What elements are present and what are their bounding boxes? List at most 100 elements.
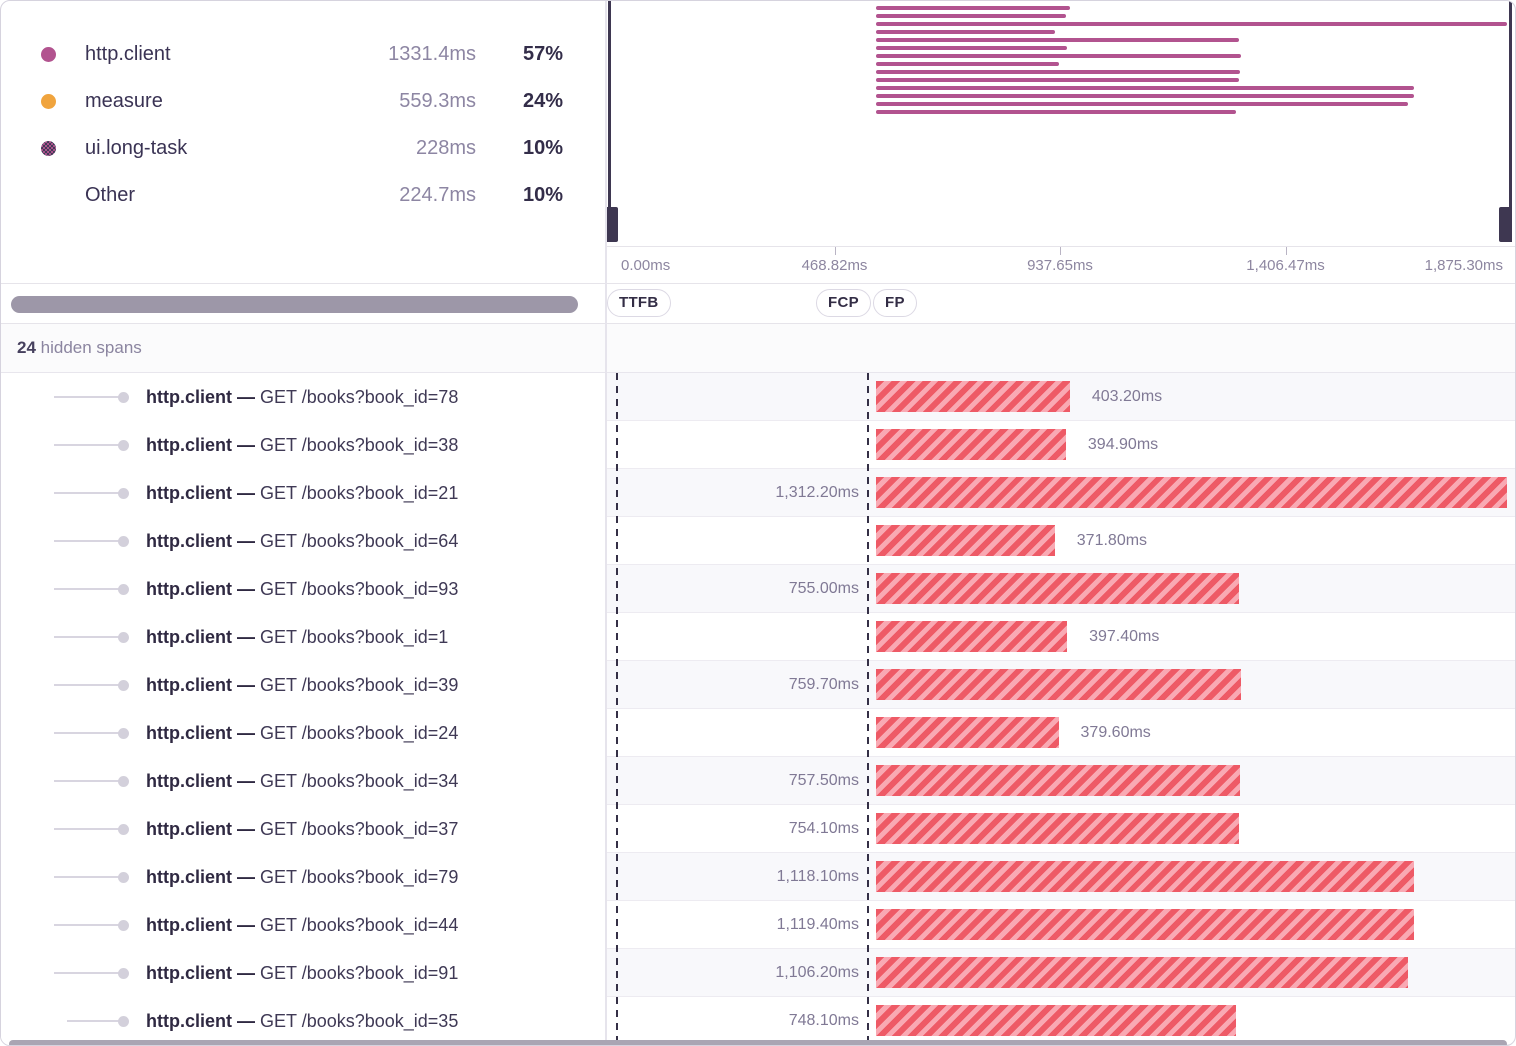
span-name: http.client — GET /books?book_id=24	[146, 709, 458, 757]
span-row-timeline-cell[interactable]: 755.00ms	[607, 565, 1515, 613]
span-row[interactable]: http.client — GET /books?book_id=78 403.2…	[1, 373, 1515, 421]
span-duration-label: 759.70ms	[788, 676, 859, 693]
span-duration-bar[interactable]	[875, 909, 1415, 940]
span-row-title-cell[interactable]: http.client — GET /books?book_id=79	[1, 853, 605, 901]
span-row-timeline-cell[interactable]: 379.60ms	[607, 709, 1515, 757]
span-row-timeline-cell[interactable]: 394.90ms	[607, 421, 1515, 469]
span-row-timeline-cell[interactable]: 403.20ms	[607, 373, 1515, 421]
minimap-handle-grip-left[interactable]	[607, 207, 618, 242]
vital-badge-ttfb[interactable]: TTFB	[607, 289, 671, 317]
span-duration-bar[interactable]	[875, 765, 1241, 796]
span-duration-bar[interactable]	[875, 477, 1508, 508]
span-row-timeline-cell[interactable]: 757.50ms	[607, 757, 1515, 805]
span-duration-bar[interactable]	[875, 429, 1066, 460]
hidden-spans-label: hidden spans	[40, 338, 142, 357]
span-row-title-cell[interactable]: http.client — GET /books?book_id=91	[1, 949, 605, 997]
span-row[interactable]: http.client — GET /books?book_id=44 1,119…	[1, 901, 1515, 949]
scrollbar-horizontal[interactable]	[9, 1040, 1507, 1045]
hidden-spans-row[interactable]: 24 hidden spans	[1, 324, 1515, 373]
span-row-title-cell[interactable]: http.client — GET /books?book_id=38	[1, 421, 605, 469]
span-row-timeline-cell[interactable]: 397.40ms	[607, 613, 1515, 661]
span-duration-bar[interactable]	[875, 957, 1408, 988]
span-row[interactable]: http.client — GET /books?book_id=24 379.6…	[1, 709, 1515, 757]
legend-item-http-client[interactable]: http.client 1331.4ms 57%	[41, 31, 563, 78]
span-row[interactable]: http.client — GET /books?book_id=37 754.1…	[1, 805, 1515, 853]
legend-item-Other[interactable]: Other 224.7ms 10%	[41, 172, 563, 219]
minimap-span-bar	[875, 6, 1070, 10]
tree-connector-line	[54, 684, 119, 686]
scrollbar-horizontal-thumb[interactable]	[11, 296, 578, 313]
span-duration-bar[interactable]	[875, 525, 1055, 556]
span-row[interactable]: http.client — GET /books?book_id=21 1,312…	[1, 469, 1515, 517]
span-row-title-cell[interactable]: http.client — GET /books?book_id=1	[1, 613, 605, 661]
tree-connector-line	[54, 636, 119, 638]
tree-node-dot	[118, 584, 129, 595]
span-op: http.client —	[146, 819, 255, 839]
span-duration-bar[interactable]	[875, 381, 1070, 412]
span-row-timeline-cell[interactable]: 748.10ms	[607, 997, 1515, 1045]
tree-node-dot	[118, 632, 129, 643]
vital-marker-line-ttfb	[616, 373, 618, 1045]
span-row-title-cell[interactable]: http.client — GET /books?book_id=93	[1, 565, 605, 613]
span-name: http.client — GET /books?book_id=39	[146, 661, 458, 709]
vital-badge-fp[interactable]: FP	[873, 289, 917, 317]
span-row-title-cell[interactable]: http.client — GET /books?book_id=44	[1, 901, 605, 949]
span-row[interactable]: http.client — GET /books?book_id=34 757.5…	[1, 757, 1515, 805]
span-description: GET /books?book_id=1	[260, 627, 449, 647]
span-duration-bar[interactable]	[875, 669, 1242, 700]
span-row-title-cell[interactable]: http.client — GET /books?book_id=78	[1, 373, 605, 421]
span-duration-bar[interactable]	[875, 573, 1240, 604]
tree-connector-line	[54, 876, 119, 878]
span-row-title-cell[interactable]: http.client — GET /books?book_id=35	[1, 997, 605, 1045]
span-row-title-cell[interactable]: http.client — GET /books?book_id=21	[1, 469, 605, 517]
span-row[interactable]: http.client — GET /books?book_id=35 748.1…	[1, 997, 1515, 1045]
divider-line	[1, 323, 1515, 324]
axis-tick-label: 0.00ms	[621, 257, 671, 274]
span-duration-bar[interactable]	[875, 813, 1239, 844]
tree-node-dot	[118, 680, 129, 691]
span-op: http.client —	[146, 435, 255, 455]
span-description: GET /books?book_id=35	[260, 1011, 459, 1031]
span-duration-label: 1,106.20ms	[775, 964, 859, 981]
span-row-title-cell[interactable]: http.client — GET /books?book_id=37	[1, 805, 605, 853]
span-row[interactable]: http.client — GET /books?book_id=38 394.9…	[1, 421, 1515, 469]
span-row-timeline-cell[interactable]: 754.10ms	[607, 805, 1515, 853]
span-duration-bar[interactable]	[875, 861, 1414, 892]
span-row[interactable]: http.client — GET /books?book_id=91 1,106…	[1, 949, 1515, 997]
span-row-title-cell[interactable]: http.client — GET /books?book_id=64	[1, 517, 605, 565]
span-duration-label: 379.60ms	[1080, 724, 1151, 741]
legend-item-measure[interactable]: measure 559.3ms 24%	[41, 78, 563, 125]
span-row[interactable]: http.client — GET /books?book_id=93 755.0…	[1, 565, 1515, 613]
span-row-title-cell[interactable]: http.client — GET /books?book_id=34	[1, 757, 605, 805]
span-row[interactable]: http.client — GET /books?book_id=39 759.7…	[1, 661, 1515, 709]
span-op: http.client —	[146, 579, 255, 599]
span-row-title-cell[interactable]: http.client — GET /books?book_id=39	[1, 661, 605, 709]
span-duration-bar[interactable]	[875, 1005, 1236, 1036]
minimap-handle-left[interactable]	[608, 1, 611, 242]
span-row-timeline-cell[interactable]: 1,119.40ms	[607, 901, 1515, 949]
panel-divider[interactable]	[605, 1, 607, 1045]
span-op: http.client —	[146, 723, 255, 743]
span-duration-bar[interactable]	[875, 621, 1068, 652]
legend-item-ui-long-task[interactable]: ui.long-task 228ms 10%	[41, 125, 563, 172]
span-row-timeline-cell[interactable]: 759.70ms	[607, 661, 1515, 709]
span-row-timeline-cell[interactable]: 1,118.10ms	[607, 853, 1515, 901]
axis-tick-mark	[834, 247, 836, 255]
legend-swatch-icon	[41, 47, 56, 62]
span-row-timeline-cell[interactable]: 371.80ms	[607, 517, 1515, 565]
tree-node-dot	[118, 536, 129, 547]
vital-badge-fcp[interactable]: FCP	[816, 289, 871, 317]
minimap-handle-grip-right[interactable]	[1499, 207, 1512, 242]
span-row[interactable]: http.client — GET /books?book_id=64 371.8…	[1, 517, 1515, 565]
span-row[interactable]: http.client — GET /books?book_id=1 397.40…	[1, 613, 1515, 661]
axis-tick-mark	[1285, 247, 1287, 255]
span-duration-bar[interactable]	[875, 717, 1059, 748]
span-row[interactable]: http.client — GET /books?book_id=79 1,118…	[1, 853, 1515, 901]
span-row-timeline-cell[interactable]: 1,312.20ms	[607, 469, 1515, 517]
minimap-handle-right[interactable]	[1509, 1, 1512, 242]
axis-tick-mark	[1060, 247, 1061, 255]
span-row-timeline-cell[interactable]: 1,106.20ms	[607, 949, 1515, 997]
trace-minimap[interactable]	[607, 1, 1515, 246]
span-row-title-cell[interactable]: http.client — GET /books?book_id=24	[1, 709, 605, 757]
tree-connector-line	[54, 492, 119, 494]
